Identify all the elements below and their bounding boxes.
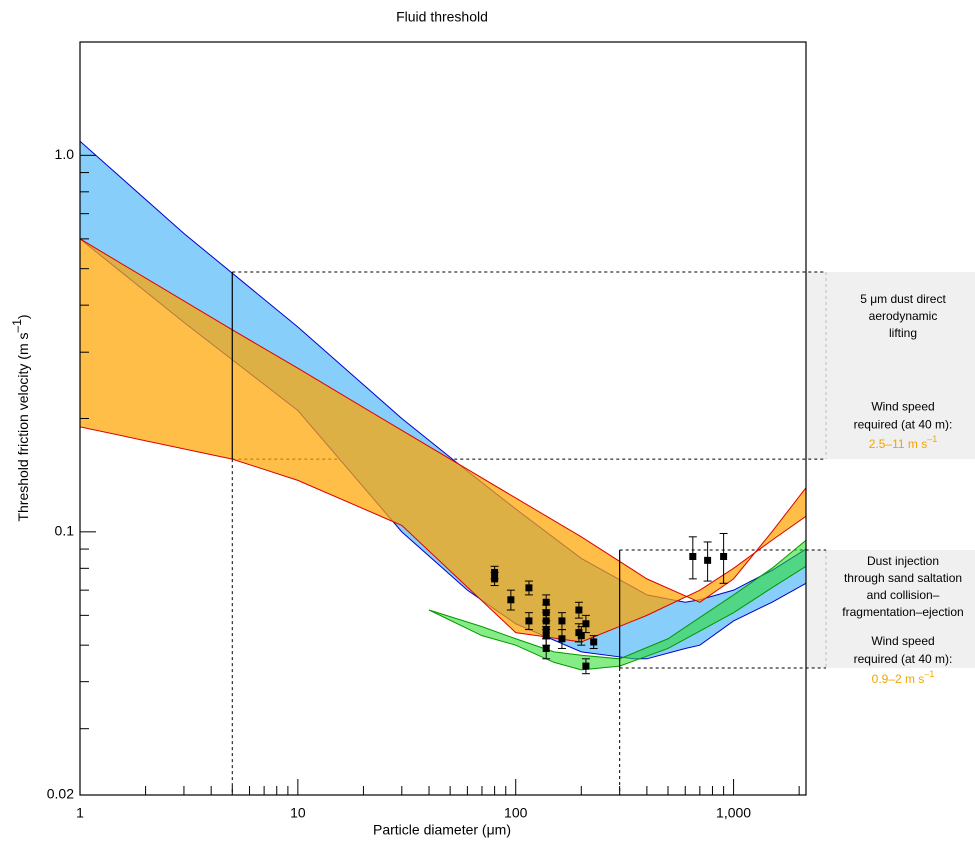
chart-title: Fluid threshold: [396, 9, 488, 25]
panel-text: required (at 40 m):: [854, 652, 953, 666]
wind-speed-sup: –1: [927, 435, 937, 445]
wind-speed-value: 2.5–11 m s: [869, 437, 927, 451]
y-label-sup: –1: [10, 319, 24, 333]
data-point: [525, 617, 533, 625]
panel-text: Wind speed: [871, 634, 934, 648]
x-tick-label: 100: [504, 805, 528, 821]
wind-speed-sup: –1: [924, 669, 934, 679]
data-point: [491, 575, 499, 583]
y-axis-label: Threshold friction velocity (m s–1): [10, 314, 31, 521]
panel-text: Wind speed: [871, 399, 934, 413]
y-label-end: ): [15, 314, 31, 319]
data-point: [689, 552, 697, 560]
y-tick-label: 0.02: [47, 786, 74, 802]
data-point: [558, 635, 566, 643]
data-point: [577, 632, 585, 640]
data-point: [507, 596, 515, 604]
info-panel: [806, 271, 975, 460]
panel-text: and collision–: [867, 588, 940, 602]
band-upper-edge: [428, 539, 806, 660]
panel-text: Dust injection: [867, 554, 939, 568]
wind-speed: 0.9–2 m s–1: [872, 669, 935, 686]
data-point: [704, 556, 712, 564]
panel-text: required (at 40 m):: [854, 417, 953, 431]
info-panel: [806, 549, 975, 668]
data-point: [720, 552, 728, 560]
data-point: [525, 584, 533, 592]
y-label-text: Threshold friction velocity (m s: [15, 332, 31, 521]
y-tick-label: 0.1: [55, 523, 75, 539]
panel-text: aerodynamic: [869, 309, 938, 323]
band-lower-edge: [428, 565, 806, 671]
wind-speed: 2.5–11 m s–1: [869, 435, 938, 452]
x-tick-label: 1,000: [716, 805, 751, 821]
wind-speed-value: 0.9–2 m s: [872, 672, 925, 686]
data-point: [542, 598, 550, 606]
panel-text: 5 μm dust direct: [860, 292, 946, 306]
data-point: [575, 606, 583, 614]
data-point: [582, 620, 590, 628]
band-area: [429, 540, 806, 670]
panel-text: through sand saltation: [844, 571, 962, 585]
bands: [80, 140, 806, 671]
data-point: [582, 662, 590, 670]
band-upper-edge: [80, 238, 806, 603]
data-point: [542, 632, 550, 640]
y-tick-label: 1.0: [55, 146, 75, 162]
data-point: [558, 617, 566, 625]
data-point: [590, 638, 598, 646]
data-point: [542, 644, 550, 652]
band-area: [80, 238, 806, 642]
panel-text: fragmentation–ejection: [842, 605, 963, 619]
x-tick-label: 10: [290, 805, 306, 821]
x-axis-label: Particle diameter (μm): [373, 822, 511, 838]
x-tick-label: 1: [76, 805, 84, 821]
panel-text: lifting: [889, 326, 917, 340]
